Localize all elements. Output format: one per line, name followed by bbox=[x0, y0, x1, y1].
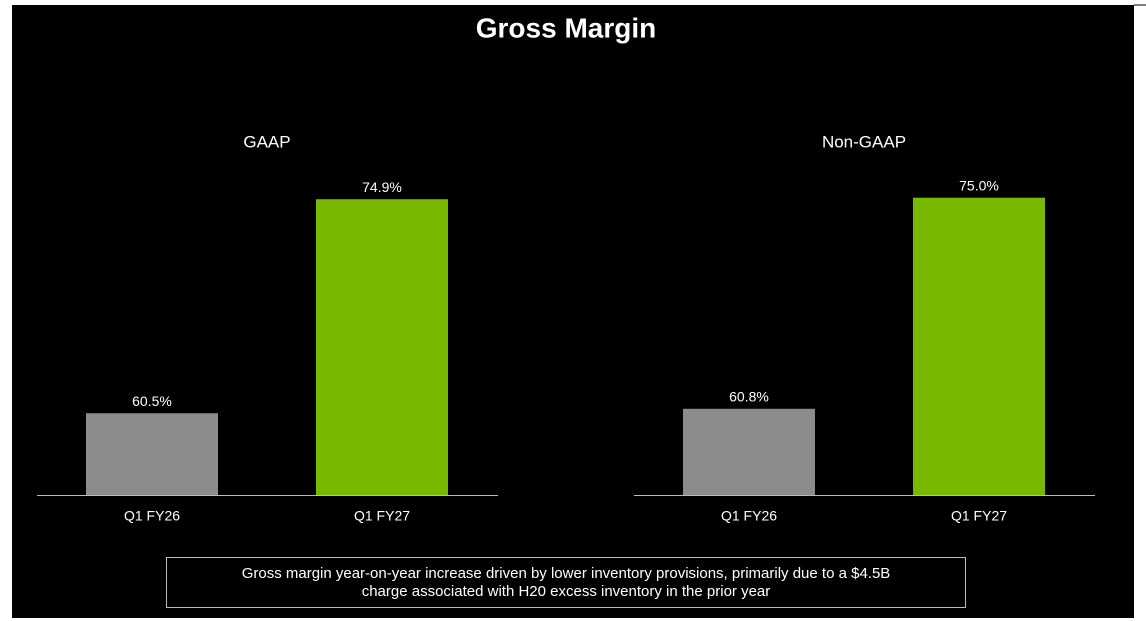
chart-title: GAAP bbox=[243, 132, 290, 151]
x-tick-label: Q1 FY27 bbox=[951, 508, 1007, 524]
x-tick-label: Q1 FY27 bbox=[354, 508, 410, 524]
bar bbox=[913, 197, 1045, 495]
x-tick-label: Q1 FY26 bbox=[124, 508, 180, 524]
note-box bbox=[166, 557, 966, 608]
bar bbox=[683, 408, 815, 495]
value-label: 60.8% bbox=[729, 388, 769, 404]
slide-title: Gross Margin bbox=[476, 12, 656, 43]
x-tick-label: Q1 FY26 bbox=[721, 508, 777, 524]
chart-title: Non-GAAP bbox=[822, 132, 906, 151]
bar bbox=[86, 413, 218, 495]
note-line: Gross margin year-on-year increase drive… bbox=[242, 565, 891, 582]
value-label: 60.5% bbox=[132, 393, 172, 409]
value-label: 74.9% bbox=[362, 179, 402, 195]
bar bbox=[316, 199, 448, 496]
value-label: 75.0% bbox=[959, 177, 999, 193]
note-line: charge associated with H20 excess invent… bbox=[362, 583, 771, 600]
